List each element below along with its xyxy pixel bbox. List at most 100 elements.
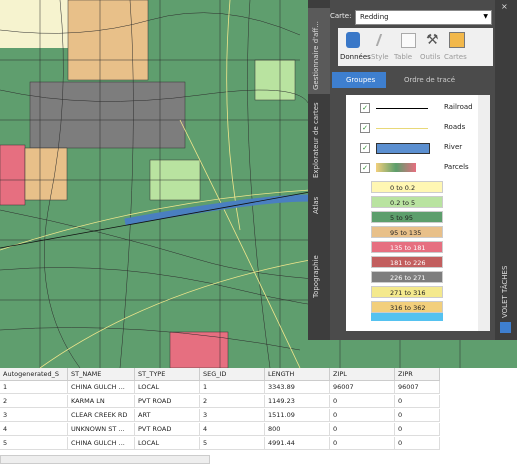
table-cell[interactable]: 3 (200, 409, 265, 422)
table-cell[interactable]: CHINA GULCH ... (68, 437, 135, 450)
toolbar-label[interactable]: Table (394, 53, 413, 61)
display-manager-panel: Gestionnaire d'aff... Explorateur de car… (308, 0, 517, 340)
task-pane-label[interactable]: VOLET TÂCHES (501, 265, 509, 318)
column-header[interactable]: Autogenerated_S (0, 368, 68, 381)
horizontal-scrollbar[interactable] (0, 455, 210, 464)
layer-name[interactable]: Parcels (444, 163, 469, 171)
column-header[interactable]: SEG_ID (200, 368, 265, 381)
table-cell[interactable]: 0 (330, 423, 395, 436)
column-header[interactable]: ZIPL (330, 368, 395, 381)
legend-swatch: 0.2 to 5 (371, 196, 443, 208)
task-pane-strip: × VOLET TÂCHES (495, 0, 517, 340)
map-dropdown[interactable]: Redding ▼ (355, 10, 492, 25)
groups-label: Groupes (346, 76, 376, 84)
layer-checkbox[interactable]: ✓ (360, 123, 370, 133)
table-cell[interactable]: 0 (330, 395, 395, 408)
toolbar-label[interactable]: Données (340, 53, 371, 61)
icon: ⚒ (426, 32, 439, 48)
legend-label: 181 to 226 (390, 259, 426, 267)
icon (346, 32, 360, 48)
table-cell[interactable]: 5 (200, 437, 265, 450)
table-cell[interactable]: 0 (395, 395, 440, 408)
table-cell[interactable]: PVT ROAD (135, 423, 200, 436)
table-cell[interactable]: 5 (0, 437, 68, 450)
layer-list: ✓ Railroad ✓ Roads ✓ River ✓ Parcels 0 to 0.2 0.2… (346, 95, 490, 331)
legend-swatch: 316 to 362 (371, 301, 443, 313)
map-dropdown-value: Redding (360, 13, 389, 21)
legend-swatch: 95 to 135 (371, 226, 443, 238)
toolbar-label[interactable]: Outils (420, 53, 441, 61)
legend-label: 0.2 to 5 (390, 199, 416, 207)
table-cell[interactable]: PVT ROAD (135, 395, 200, 408)
table-cell[interactable]: 2 (0, 395, 68, 408)
table-cell[interactable]: 0 (395, 409, 440, 422)
column-header[interactable]: ST_NAME (68, 368, 135, 381)
table-cell[interactable]: 800 (265, 423, 330, 436)
legend-label: 5 to 95 (390, 214, 414, 222)
column-header[interactable]: LENGTH (265, 368, 330, 381)
side-tab[interactable]: Gestionnaire d'aff... (312, 21, 320, 90)
parcel (24, 147, 68, 201)
table-cell[interactable]: KARMA LN (68, 395, 135, 408)
table-cell[interactable]: 0 (330, 409, 395, 422)
legend-swatch: 5 to 95 (371, 211, 443, 223)
side-tab[interactable]: Atlas (312, 196, 320, 214)
layer-checkbox[interactable]: ✓ (360, 163, 370, 173)
active-side-tab[interactable] (308, 8, 330, 94)
table-cell[interactable]: CHINA GULCH ... (68, 381, 135, 394)
table-cell[interactable]: 2 (200, 395, 265, 408)
table-cell[interactable]: CLEAR CREEK RD (68, 409, 135, 422)
toolbar: ⚒ Données Style Table Outils Cartes (338, 28, 493, 66)
table-cell[interactable]: UNKNOWN ST ... (68, 423, 135, 436)
table-cell[interactable]: 4 (0, 423, 68, 436)
table-cell[interactable]: 96007 (395, 381, 440, 394)
table-cell[interactable]: ART (135, 409, 200, 422)
roads (0, 0, 311, 368)
table-cell[interactable]: 1 (200, 381, 265, 394)
parcel (0, 144, 26, 206)
table-cell[interactable]: 4 (200, 423, 265, 436)
table-cell[interactable]: 96007 (330, 381, 395, 394)
parcel-lines (0, 0, 517, 368)
legend-label: 0 to 0.2 (390, 184, 416, 192)
groups-button[interactable]: Groupes (332, 72, 386, 88)
table-cell[interactable]: 3 (0, 409, 68, 422)
task-pane-icon[interactable] (500, 322, 511, 333)
side-tab[interactable]: Topographie (312, 255, 320, 298)
layer-name[interactable]: River (444, 143, 463, 151)
column-header[interactable]: ZIPR (395, 368, 440, 381)
column-header[interactable]: ST_TYPE (135, 368, 200, 381)
legend-swatch: 181 to 226 (371, 256, 443, 268)
side-tab[interactable]: Explorateur de cartes (312, 102, 320, 178)
table-cell[interactable]: 1 (0, 381, 68, 394)
toolbar-label[interactable]: Cartes (444, 53, 467, 61)
legend-swatch (371, 311, 443, 321)
layer-name[interactable]: Railroad (444, 103, 473, 111)
layer-checkbox[interactable]: ✓ (360, 143, 370, 153)
toolbar-label[interactable]: Style (371, 53, 389, 61)
map-label: Carte: (330, 12, 352, 20)
table-cell[interactable]: 1511.09 (265, 409, 330, 422)
layer-symbol (376, 163, 416, 172)
attribute-table: Autogenerated_S ST_NAME ST_TYPE SEG_ID LENGT… (0, 368, 517, 465)
draw-order-button[interactable]: Ordre de tracé (404, 76, 456, 84)
dropdown-arrow: ▼ (483, 13, 488, 20)
layer-symbol (376, 103, 428, 109)
legend-label: 135 to 181 (390, 244, 426, 252)
table-cell[interactable]: LOCAL (135, 381, 200, 394)
table-cell[interactable]: 0 (395, 437, 440, 450)
table-cell[interactable]: 0 (330, 437, 395, 450)
table-cell[interactable]: 0 (395, 423, 440, 436)
layer-name[interactable]: Roads (444, 123, 466, 131)
parcel (67, 0, 149, 81)
legend-label: 95 to 135 (390, 229, 422, 237)
table-cell[interactable]: 4991.44 (265, 437, 330, 450)
table-cell[interactable]: 1149.23 (265, 395, 330, 408)
scrollbar[interactable] (478, 95, 490, 331)
layer-symbol (376, 143, 430, 154)
layer-checkbox[interactable]: ✓ (360, 103, 370, 113)
table-cell[interactable]: 3343.89 (265, 381, 330, 394)
close-button[interactable]: × (501, 2, 508, 11)
table-cell[interactable]: LOCAL (135, 437, 200, 450)
legend-swatch: 135 to 181 (371, 241, 443, 253)
